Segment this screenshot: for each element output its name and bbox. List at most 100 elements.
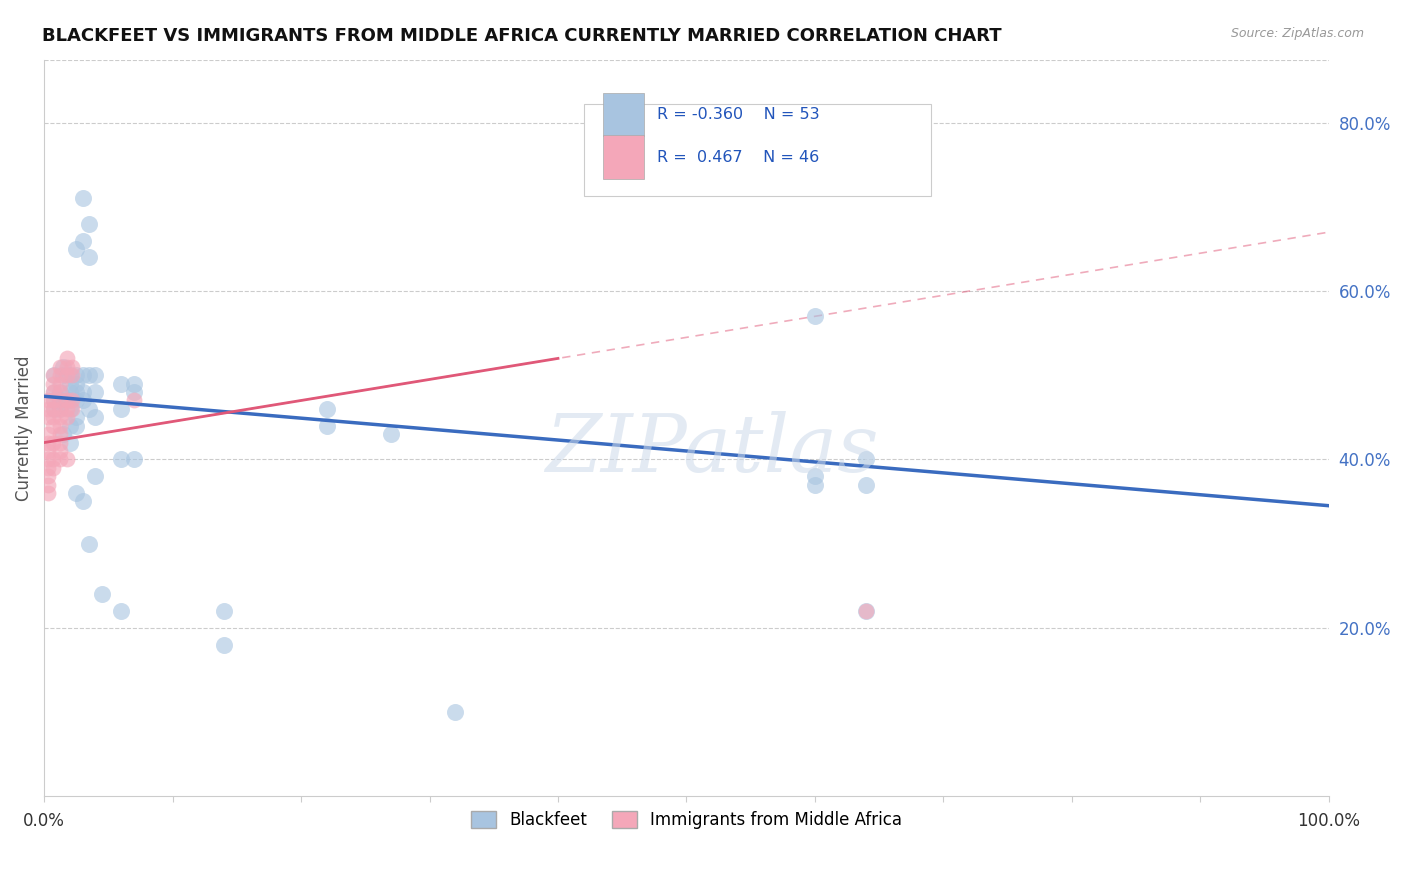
Text: BLACKFEET VS IMMIGRANTS FROM MIDDLE AFRICA CURRENTLY MARRIED CORRELATION CHART: BLACKFEET VS IMMIGRANTS FROM MIDDLE AFRI… bbox=[42, 27, 1002, 45]
Point bbox=[60, 401, 83, 416]
Point bbox=[48, 385, 70, 400]
Point bbox=[37, 460, 59, 475]
FancyBboxPatch shape bbox=[603, 136, 644, 178]
Point bbox=[855, 604, 877, 618]
Point bbox=[37, 435, 59, 450]
Point bbox=[855, 604, 877, 618]
Point bbox=[855, 477, 877, 491]
Point bbox=[48, 401, 70, 416]
Point bbox=[48, 410, 70, 425]
Point bbox=[48, 452, 70, 467]
FancyBboxPatch shape bbox=[583, 103, 931, 196]
Point bbox=[48, 393, 70, 408]
Point bbox=[122, 385, 145, 400]
Point bbox=[52, 368, 75, 383]
Point bbox=[315, 418, 337, 433]
Point bbox=[59, 435, 82, 450]
Point bbox=[65, 385, 87, 400]
Point bbox=[77, 217, 100, 231]
Text: Source: ZipAtlas.com: Source: ZipAtlas.com bbox=[1230, 27, 1364, 40]
Point bbox=[56, 401, 79, 416]
Point bbox=[72, 192, 94, 206]
Point bbox=[42, 460, 65, 475]
Point bbox=[444, 705, 467, 719]
Point bbox=[84, 410, 107, 425]
Point bbox=[84, 385, 107, 400]
Point bbox=[37, 469, 59, 483]
Point bbox=[72, 368, 94, 383]
Point bbox=[77, 251, 100, 265]
Point bbox=[122, 452, 145, 467]
Point bbox=[65, 486, 87, 500]
Point bbox=[37, 410, 59, 425]
Point bbox=[804, 469, 827, 483]
Point bbox=[56, 393, 79, 408]
Point bbox=[48, 435, 70, 450]
Point bbox=[65, 418, 87, 433]
Point bbox=[65, 368, 87, 383]
Point bbox=[42, 418, 65, 433]
Point bbox=[48, 401, 70, 416]
Point bbox=[59, 368, 82, 383]
Point bbox=[110, 452, 132, 467]
Point bbox=[42, 401, 65, 416]
Legend: Blackfeet, Immigrants from Middle Africa: Blackfeet, Immigrants from Middle Africa bbox=[464, 804, 908, 836]
Point bbox=[37, 427, 59, 442]
Point bbox=[44, 393, 66, 408]
Point bbox=[48, 368, 70, 383]
Point bbox=[56, 359, 79, 374]
Point bbox=[77, 536, 100, 550]
Point bbox=[37, 444, 59, 458]
Point bbox=[48, 418, 70, 433]
Y-axis label: Currently Married: Currently Married bbox=[15, 355, 32, 500]
Point bbox=[72, 393, 94, 408]
Point bbox=[315, 401, 337, 416]
Point bbox=[56, 368, 79, 383]
Point bbox=[110, 401, 132, 416]
Point bbox=[65, 376, 87, 391]
Point bbox=[52, 359, 75, 374]
Point bbox=[56, 351, 79, 366]
Point bbox=[48, 393, 70, 408]
Point bbox=[37, 393, 59, 408]
Point bbox=[110, 376, 132, 391]
Point bbox=[44, 368, 66, 383]
Point bbox=[110, 604, 132, 618]
Text: 0.0%: 0.0% bbox=[22, 812, 65, 830]
Point bbox=[59, 385, 82, 400]
Point bbox=[804, 477, 827, 491]
Point bbox=[65, 242, 87, 256]
Point bbox=[60, 368, 83, 383]
Point bbox=[48, 444, 70, 458]
Point bbox=[42, 435, 65, 450]
Point bbox=[42, 393, 65, 408]
Point bbox=[122, 376, 145, 391]
Point bbox=[122, 393, 145, 408]
Point bbox=[60, 359, 83, 374]
Point bbox=[42, 452, 65, 467]
Point bbox=[212, 604, 235, 618]
Point bbox=[37, 452, 59, 467]
Point bbox=[42, 385, 65, 400]
Point bbox=[37, 401, 59, 416]
Point bbox=[77, 368, 100, 383]
Point bbox=[59, 401, 82, 416]
Point bbox=[44, 385, 66, 400]
Point bbox=[37, 486, 59, 500]
Point bbox=[48, 385, 70, 400]
Point bbox=[59, 418, 82, 433]
Point bbox=[380, 427, 402, 442]
Text: R =  0.467    N = 46: R = 0.467 N = 46 bbox=[657, 150, 820, 165]
Point bbox=[90, 587, 112, 601]
Point bbox=[65, 410, 87, 425]
Point bbox=[72, 494, 94, 508]
Point bbox=[48, 427, 70, 442]
Point bbox=[44, 401, 66, 416]
Point bbox=[37, 477, 59, 491]
Text: R = -0.360    N = 53: R = -0.360 N = 53 bbox=[657, 107, 820, 122]
Point bbox=[42, 410, 65, 425]
Point bbox=[804, 310, 827, 324]
FancyBboxPatch shape bbox=[603, 93, 644, 136]
Point bbox=[42, 376, 65, 391]
Point bbox=[84, 368, 107, 383]
